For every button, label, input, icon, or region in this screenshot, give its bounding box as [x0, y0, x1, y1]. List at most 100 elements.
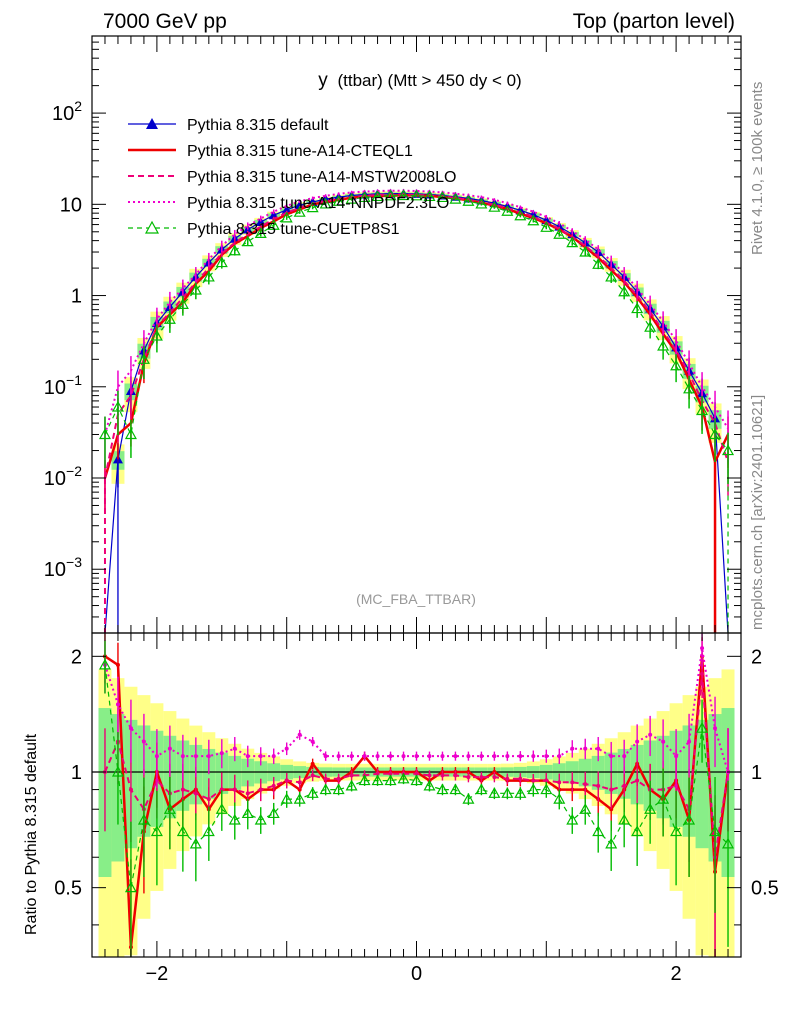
ratio-point-2 [336, 754, 341, 759]
ratio-marker-3 [618, 813, 631, 825]
legend-marker-0 [146, 118, 158, 129]
ratio-point-1 [414, 771, 419, 776]
series-marker-4 [293, 205, 306, 217]
ratio-point-2 [258, 754, 263, 759]
header-right: Top (parton level) [573, 10, 735, 33]
legend-label-0: Pythia 8.315 default [187, 117, 329, 134]
ratio-point-1 [297, 780, 302, 785]
series-marker-4 [397, 189, 410, 201]
ratio-point-0 [115, 662, 120, 667]
ratio-point-1 [310, 773, 315, 778]
series-marker-4 [176, 298, 189, 309]
ratio-point-1 [271, 783, 276, 788]
ratio-marker-3 [423, 779, 436, 791]
ratio-point-2 [206, 754, 211, 759]
ratio-point-2 [245, 754, 250, 759]
ratio-point-2 [518, 754, 523, 759]
ratio-marker-3 [397, 772, 410, 784]
y-tick-exp: −2 [66, 463, 82, 479]
ratio-point-1 [284, 778, 289, 783]
ratio-point-2 [622, 754, 627, 759]
ratio-point-2 [219, 751, 224, 756]
series-marker-4 [540, 221, 553, 232]
ratio-point-2 [674, 754, 679, 759]
ratio-marker-3 [332, 783, 345, 795]
series-marker-4 [527, 214, 540, 226]
ratio-marker-3 [657, 792, 670, 804]
ratio-point-2 [544, 754, 549, 759]
ratio-marker-3 [488, 787, 501, 798]
series-marker-4 [449, 192, 462, 204]
series-marker-4 [683, 382, 696, 394]
legend-label-3: Pythia 8.315 tune-A14-NNPDF2.3LO [187, 195, 449, 212]
ratio-point-2 [154, 754, 159, 759]
ratio-point-2 [297, 732, 302, 737]
series-marker-4 [384, 189, 397, 201]
y-tick-label: 10−3 [44, 554, 82, 581]
ratio-point-2 [570, 746, 575, 751]
series-marker-4 [644, 320, 657, 332]
ratio-point-1 [323, 776, 328, 781]
series-marker-4 [163, 313, 176, 324]
series-marker-4 [566, 236, 579, 248]
ratio-ylabel: Ratio to Pythia 8.315 default [23, 733, 40, 935]
ratio-point-2 [271, 754, 276, 759]
series-marker-4 [371, 190, 384, 202]
ratio-bands [98, 669, 735, 957]
ratio-point-1 [375, 771, 380, 776]
y-tick-label: 1 [71, 286, 82, 308]
series-marker-4 [605, 270, 618, 282]
ratio-point-1 [388, 771, 393, 776]
ratio-point-2 [141, 739, 146, 744]
ratio-marker-3 [527, 783, 540, 795]
ratio-marker-3 [670, 825, 683, 837]
ratio-point-1 [609, 787, 614, 792]
ratio-point-2 [414, 754, 419, 759]
ratio-marker-3 [410, 774, 423, 786]
ratio-marker-3 [644, 802, 657, 814]
ratio-point-2 [193, 754, 198, 759]
ratio-point-1 [544, 778, 549, 783]
x-tick-label: 2 [671, 963, 682, 985]
ratio-marker-3 [215, 802, 228, 814]
series-marker-4 [215, 256, 228, 268]
series-marker-4 [137, 353, 150, 364]
ratio-point-1 [531, 778, 536, 783]
ratio-point-2 [505, 754, 510, 759]
ratio-point-1 [440, 773, 445, 778]
series-marker-4 [488, 200, 501, 212]
ratio-point-2 [466, 754, 471, 759]
series-marker-4 [98, 428, 111, 440]
ratio-marker-3 [696, 721, 709, 733]
ratio-point-2 [492, 754, 497, 759]
y-tick-base: 10 [44, 559, 66, 581]
ratio-marker-3 [579, 802, 592, 814]
legend-label-1: Pythia 8.315 tune-A14-CTEQL1 [187, 143, 413, 160]
series-marker-4 [514, 209, 527, 221]
ratio-marker-3 [254, 813, 267, 825]
ratio-marker-3 [722, 837, 735, 849]
ratio-tick-label-right: 1 [751, 762, 762, 784]
ratio-point-1 [570, 780, 575, 785]
ratio-point-1 [206, 797, 211, 802]
ratio-point-1 [193, 791, 198, 796]
series-marker-4 [436, 191, 449, 203]
ratio-marker-3 [462, 792, 475, 804]
ratio-marker-3 [202, 825, 215, 837]
y-tick-base: 10 [44, 377, 66, 399]
series-marker-4 [241, 235, 254, 247]
ratio-marker-3 [514, 787, 527, 798]
ratio-tick-label: 2 [71, 646, 82, 668]
series-marker-4 [501, 204, 514, 216]
ratio-marker-3 [124, 881, 137, 893]
ratio-point-2 [401, 754, 406, 759]
ratio-lines [92, 633, 741, 957]
ratio-marker-3 [540, 783, 553, 795]
y-tick-label: 102 [52, 98, 82, 125]
ratio-point-0 [297, 787, 302, 792]
ratio-point-1 [583, 782, 588, 787]
ratio-tick-label-right: 2 [751, 646, 762, 668]
y-tick-base: 10 [44, 468, 66, 490]
ratio-tick-label: 0.5 [54, 878, 82, 900]
ratio-point-2 [661, 739, 666, 744]
